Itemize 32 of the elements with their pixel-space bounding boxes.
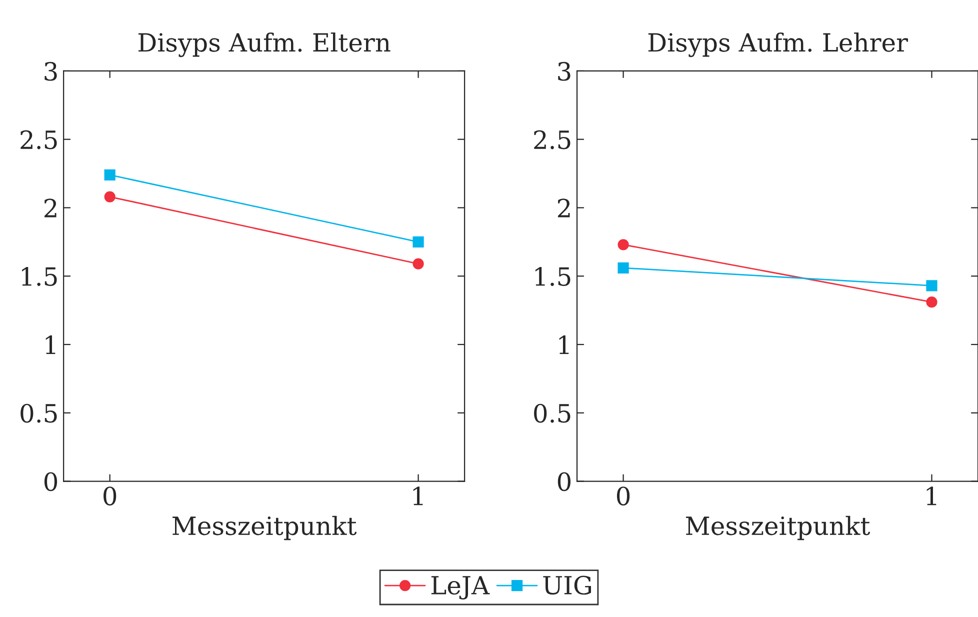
x-axis-title: Messzeitpunkt (686, 516, 870, 540)
y-tick-label: 2 (44, 198, 56, 218)
chart-title: Disyps Aufm. Eltern (138, 32, 390, 58)
y-tick-label: 0 (558, 472, 570, 492)
point (926, 280, 938, 292)
y-tick-label: 0.5 (20, 404, 57, 423)
x-tick-label: 0 (104, 486, 116, 506)
point (618, 239, 629, 250)
point (618, 262, 629, 274)
y-tick-label: 1.5 (535, 267, 570, 286)
point (926, 296, 938, 308)
y-tick-label: 1 (46, 335, 56, 354)
x-axis-title: Messzeitpunkt (172, 516, 357, 540)
y-tick-label: 3 (44, 62, 57, 81)
legend-label: LeJA (431, 576, 490, 600)
point (104, 191, 116, 202)
point (104, 169, 116, 180)
point (412, 236, 424, 248)
legend-label: UIG (543, 576, 591, 595)
x-tick-label: 1 (926, 486, 936, 506)
chart-title: Disyps Aufm. Lehrer (648, 32, 908, 58)
y-tick-label: 1.5 (22, 267, 57, 286)
y-tick-label: 1 (559, 335, 569, 354)
y-tick-label: 2 (558, 198, 570, 218)
y-tick-label: 2.5 (534, 130, 570, 150)
x-tick-label: 1 (413, 486, 423, 506)
y-tick-label: 0.5 (534, 404, 570, 423)
x-tick-label: 0 (616, 486, 630, 506)
y-tick-label: 0 (44, 472, 58, 492)
y-tick-label: 2.5 (20, 130, 57, 150)
point (412, 258, 424, 270)
y-tick-label: 3 (558, 62, 570, 81)
